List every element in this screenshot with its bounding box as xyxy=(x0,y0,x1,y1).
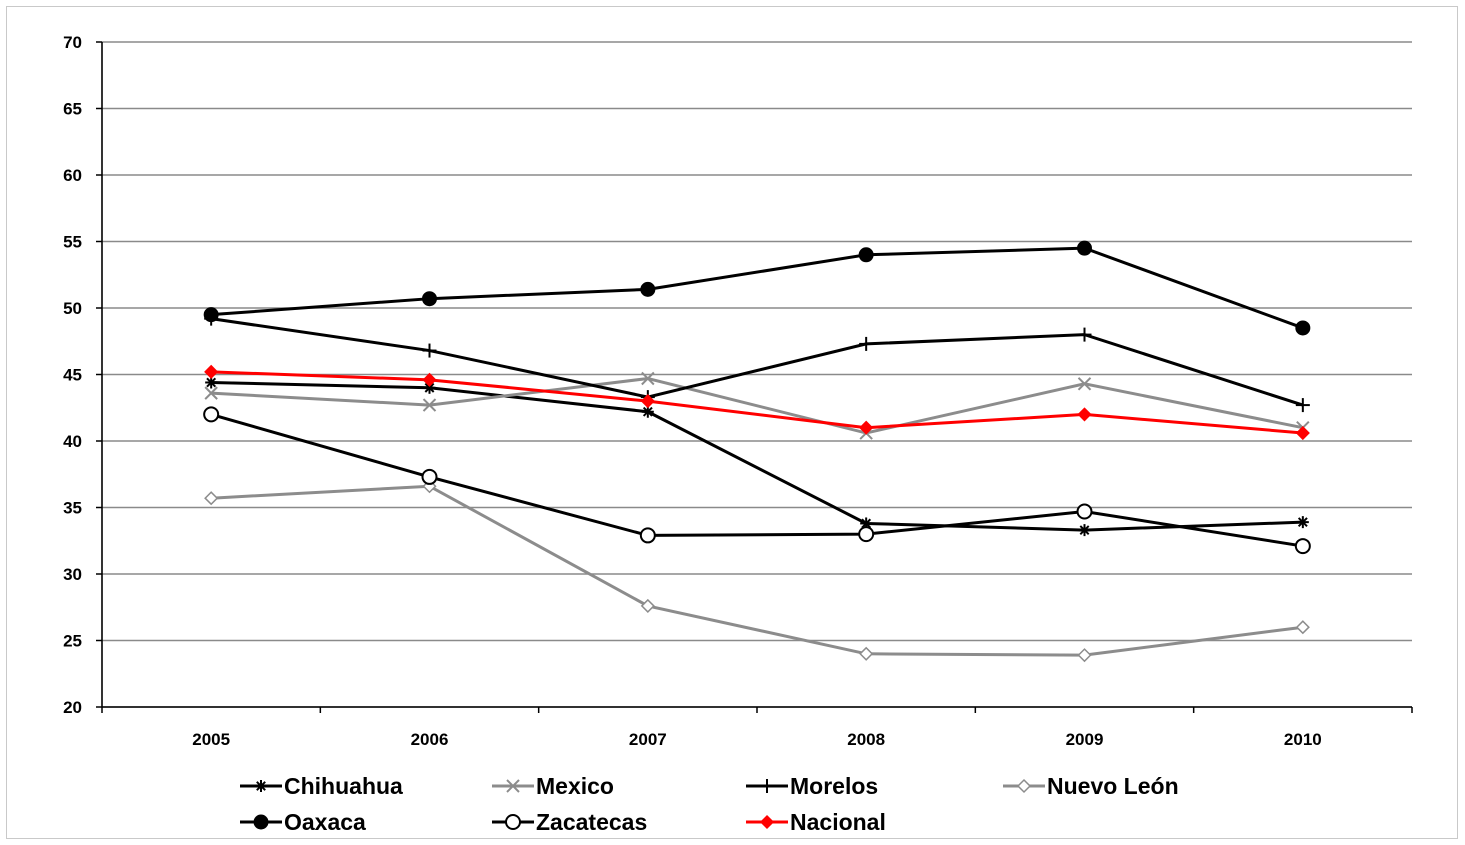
data-point-chihuahua xyxy=(1296,516,1309,529)
legend-label: Nuevo León xyxy=(1047,773,1179,799)
data-point-nuevo-le-n xyxy=(204,491,219,506)
data-point-morelos xyxy=(859,336,874,351)
y-tick-label: 55 xyxy=(63,233,82,252)
data-point-nacional xyxy=(204,364,219,379)
series-oaxaca xyxy=(203,240,1311,336)
series-line-zacatecas xyxy=(210,412,1304,548)
legend-marker xyxy=(253,814,269,830)
legend-label: Chihuahua xyxy=(284,773,403,799)
data-point-oaxaca xyxy=(422,291,437,307)
data-point-oaxaca xyxy=(1077,240,1092,256)
data-point-chihuahua xyxy=(205,376,218,389)
data-point-morelos xyxy=(1077,327,1092,342)
y-tick-label: 20 xyxy=(63,698,82,717)
y-tick-label: 35 xyxy=(63,499,82,518)
legend-label: Morelos xyxy=(790,773,878,799)
data-point-chihuahua xyxy=(1078,524,1091,537)
x-tick-label: 2007 xyxy=(629,730,667,749)
y-tick-label: 50 xyxy=(63,299,82,318)
legend-item-zacatecas: Zacatecas xyxy=(492,809,647,835)
x-tick-label: 2010 xyxy=(1284,730,1322,749)
data-point-nacional xyxy=(1077,407,1092,422)
data-point-oaxaca xyxy=(1295,320,1311,336)
y-tick-label: 25 xyxy=(63,632,82,651)
series-chihuahua xyxy=(205,376,1309,537)
series-line-nacional xyxy=(211,370,1303,435)
series-line-morelos xyxy=(210,317,1304,407)
y-tick-label: 45 xyxy=(63,366,82,385)
data-point-zacatecas xyxy=(1076,503,1093,520)
legend-marker xyxy=(505,814,521,830)
data-point-zacatecas xyxy=(1294,538,1311,555)
legend-marker xyxy=(506,779,520,793)
series-line-oaxaca xyxy=(211,246,1304,330)
series-line-nuevo-le-n xyxy=(211,484,1304,657)
data-point-chihuahua xyxy=(641,405,654,418)
data-point-nacional xyxy=(422,372,437,387)
data-point-morelos xyxy=(422,343,437,358)
data-point-nuevo-le-n xyxy=(1295,620,1310,635)
data-point-zacatecas xyxy=(421,468,438,485)
legend: Chihuahua Mexico Morelos Nuevo León Oaxaca Za… xyxy=(240,773,1179,835)
data-point-nacional xyxy=(640,394,655,409)
series-line-mexico xyxy=(211,376,1304,435)
data-point-zacatecas xyxy=(639,527,656,544)
legend-label: Oaxaca xyxy=(284,809,366,835)
data-point-nuevo-le-n xyxy=(859,646,874,661)
x-tick-label: 2008 xyxy=(847,730,885,749)
legend-item-nuevo-le-n: Nuevo León xyxy=(1003,773,1179,799)
data-point-mexico xyxy=(641,371,655,386)
y-tick-label: 30 xyxy=(63,565,82,584)
data-point-mexico xyxy=(204,386,218,400)
legend-item-nacional: Nacional xyxy=(746,809,886,835)
y-tick-label: 65 xyxy=(63,100,82,119)
legend-label: Mexico xyxy=(536,773,614,799)
legend-marker xyxy=(1016,778,1032,794)
data-point-oaxaca xyxy=(203,307,219,323)
x-tick-label: 2006 xyxy=(411,730,449,749)
data-point-mexico xyxy=(1077,377,1092,391)
x-tick-label: 2005 xyxy=(192,730,230,749)
data-point-nacional xyxy=(859,420,874,435)
series-mexico xyxy=(204,371,1310,440)
series-line-chihuahua xyxy=(211,380,1303,532)
legend-item-morelos: Morelos xyxy=(746,773,878,799)
data-point-oaxaca xyxy=(640,281,656,297)
legend-label: Nacional xyxy=(790,809,886,835)
y-tick-label: 40 xyxy=(63,432,82,451)
legend-marker xyxy=(759,814,775,830)
legend-marker xyxy=(760,779,774,793)
data-point-mexico xyxy=(422,398,437,412)
data-point-nuevo-le-n xyxy=(640,598,655,613)
chart-frame xyxy=(6,6,1458,839)
legend-item-chihuahua: Chihuahua xyxy=(240,773,403,799)
data-point-chihuahua xyxy=(860,517,873,530)
data-point-oaxaca xyxy=(858,247,874,263)
y-tick-label: 60 xyxy=(63,166,82,185)
data-point-morelos xyxy=(1295,398,1310,413)
x-tick-label: 2009 xyxy=(1066,730,1104,749)
series-nacional xyxy=(204,364,1310,441)
y-tick-label: 70 xyxy=(63,33,82,52)
data-point-zacatecas xyxy=(858,526,875,543)
legend-marker xyxy=(255,780,267,792)
legend-item-oaxaca: Oaxaca xyxy=(240,809,366,835)
series-zacatecas xyxy=(203,406,1311,555)
legend-item-mexico: Mexico xyxy=(492,773,614,799)
legend-label: Zacatecas xyxy=(536,809,647,835)
data-point-nuevo-le-n xyxy=(1077,648,1092,663)
data-point-zacatecas xyxy=(203,406,220,423)
data-point-nacional xyxy=(1295,425,1310,441)
